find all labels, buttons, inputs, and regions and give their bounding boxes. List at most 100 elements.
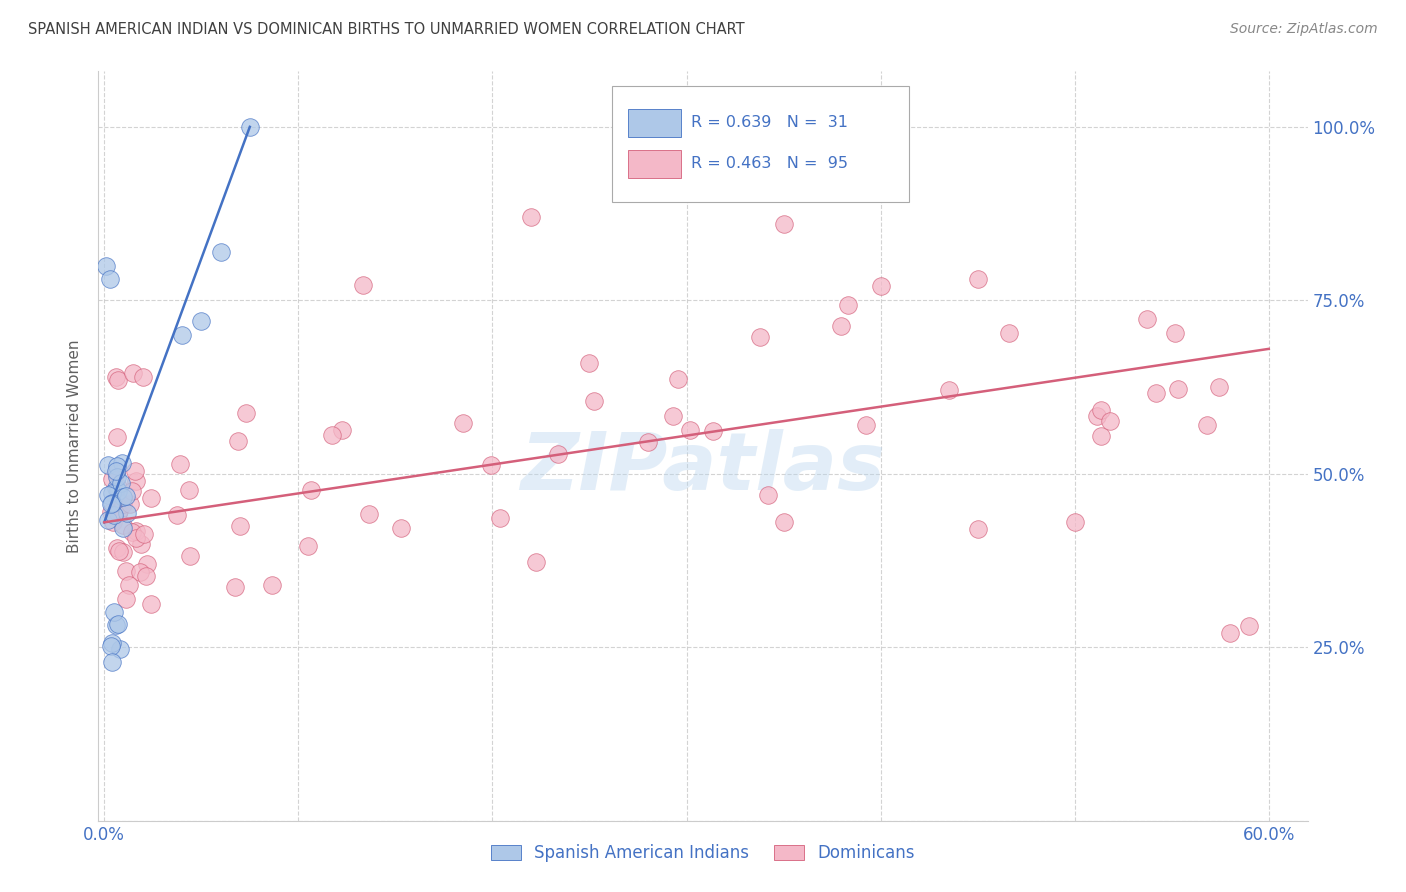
Point [666, 372, 689, 386]
Point [111, 520, 134, 534]
Point [481, 458, 503, 472]
Point [855, 417, 877, 432]
Point [125, 474, 148, 488]
Y-axis label: Births to Unmarried Women: Births to Unmarried Women [67, 339, 83, 553]
Point [129, 565, 152, 579]
Point [98, 272, 121, 286]
Point [938, 383, 960, 397]
Point [141, 597, 163, 611]
Point [114, 591, 136, 606]
Point [97, 488, 120, 502]
Point [110, 475, 132, 490]
FancyBboxPatch shape [628, 109, 682, 136]
Point [100, 505, 122, 519]
Point [105, 470, 128, 484]
Point [662, 409, 685, 424]
Text: R = 0.463   N =  95: R = 0.463 N = 95 [690, 156, 848, 171]
Point [105, 466, 128, 480]
Point [100, 636, 122, 650]
Point [139, 491, 162, 506]
Point [104, 369, 127, 384]
Point [1063, 516, 1085, 530]
Point [105, 430, 128, 444]
Point [101, 515, 124, 529]
Point [107, 480, 129, 494]
Point [1167, 382, 1189, 396]
Point [101, 656, 124, 670]
Text: Source: ZipAtlas.com: Source: ZipAtlas.com [1230, 22, 1378, 37]
Point [583, 394, 606, 409]
Point [100, 497, 122, 511]
Text: SPANISH AMERICAN INDIAN VS DOMINICAN BIRTHS TO UNMARRIED WOMEN CORRELATION CHART: SPANISH AMERICAN INDIAN VS DOMINICAN BIR… [28, 22, 745, 37]
Point [489, 511, 512, 525]
Point [679, 423, 702, 437]
Point [108, 504, 131, 518]
Point [299, 483, 322, 498]
Point [353, 277, 375, 292]
Point [101, 486, 124, 500]
Point [103, 508, 125, 522]
Point [772, 516, 794, 530]
Point [239, 120, 262, 134]
Point [578, 356, 600, 370]
Point [1197, 417, 1219, 432]
Point [136, 557, 159, 571]
Point [105, 618, 128, 632]
Point [104, 464, 127, 478]
Point [226, 434, 249, 448]
Point [1136, 311, 1159, 326]
Point [1085, 409, 1108, 423]
Point [179, 483, 201, 497]
Point [96, 259, 118, 273]
Point [108, 642, 131, 657]
Point [1219, 626, 1241, 640]
Point [121, 483, 143, 498]
Point [135, 569, 157, 583]
Point [166, 508, 188, 522]
Point [209, 244, 232, 259]
Point [966, 272, 988, 286]
Point [170, 328, 193, 343]
Point [111, 456, 134, 470]
Point [451, 416, 474, 430]
Point [115, 506, 138, 520]
Text: ZIPatlas: ZIPatlas [520, 429, 886, 508]
Point [966, 522, 988, 536]
Point [1090, 402, 1112, 417]
Point [321, 428, 343, 442]
Point [772, 217, 794, 231]
Point [702, 424, 724, 438]
Point [107, 543, 129, 558]
Point [998, 326, 1021, 340]
Point [125, 532, 148, 546]
Point [131, 537, 153, 551]
Point [100, 640, 122, 654]
Point [1164, 326, 1187, 340]
Point [837, 298, 859, 312]
Point [97, 458, 120, 472]
Point [1146, 385, 1168, 400]
Point [122, 366, 145, 380]
Point [1090, 429, 1112, 443]
Point [107, 484, 129, 499]
Point [117, 578, 139, 592]
Point [1239, 619, 1261, 633]
Point [101, 496, 124, 510]
Point [330, 423, 353, 437]
Point [524, 556, 547, 570]
Point [297, 539, 319, 553]
Point [124, 464, 146, 478]
Point [391, 521, 413, 535]
Point [869, 279, 891, 293]
Point [114, 489, 136, 503]
Point [107, 506, 129, 520]
Point [101, 472, 124, 486]
Point [190, 314, 212, 328]
Point [118, 497, 141, 511]
Point [359, 508, 381, 522]
Point [132, 526, 155, 541]
Point [169, 457, 191, 471]
Point [112, 517, 135, 532]
Point [637, 435, 659, 450]
Text: R = 0.639   N =  31: R = 0.639 N = 31 [690, 115, 848, 130]
